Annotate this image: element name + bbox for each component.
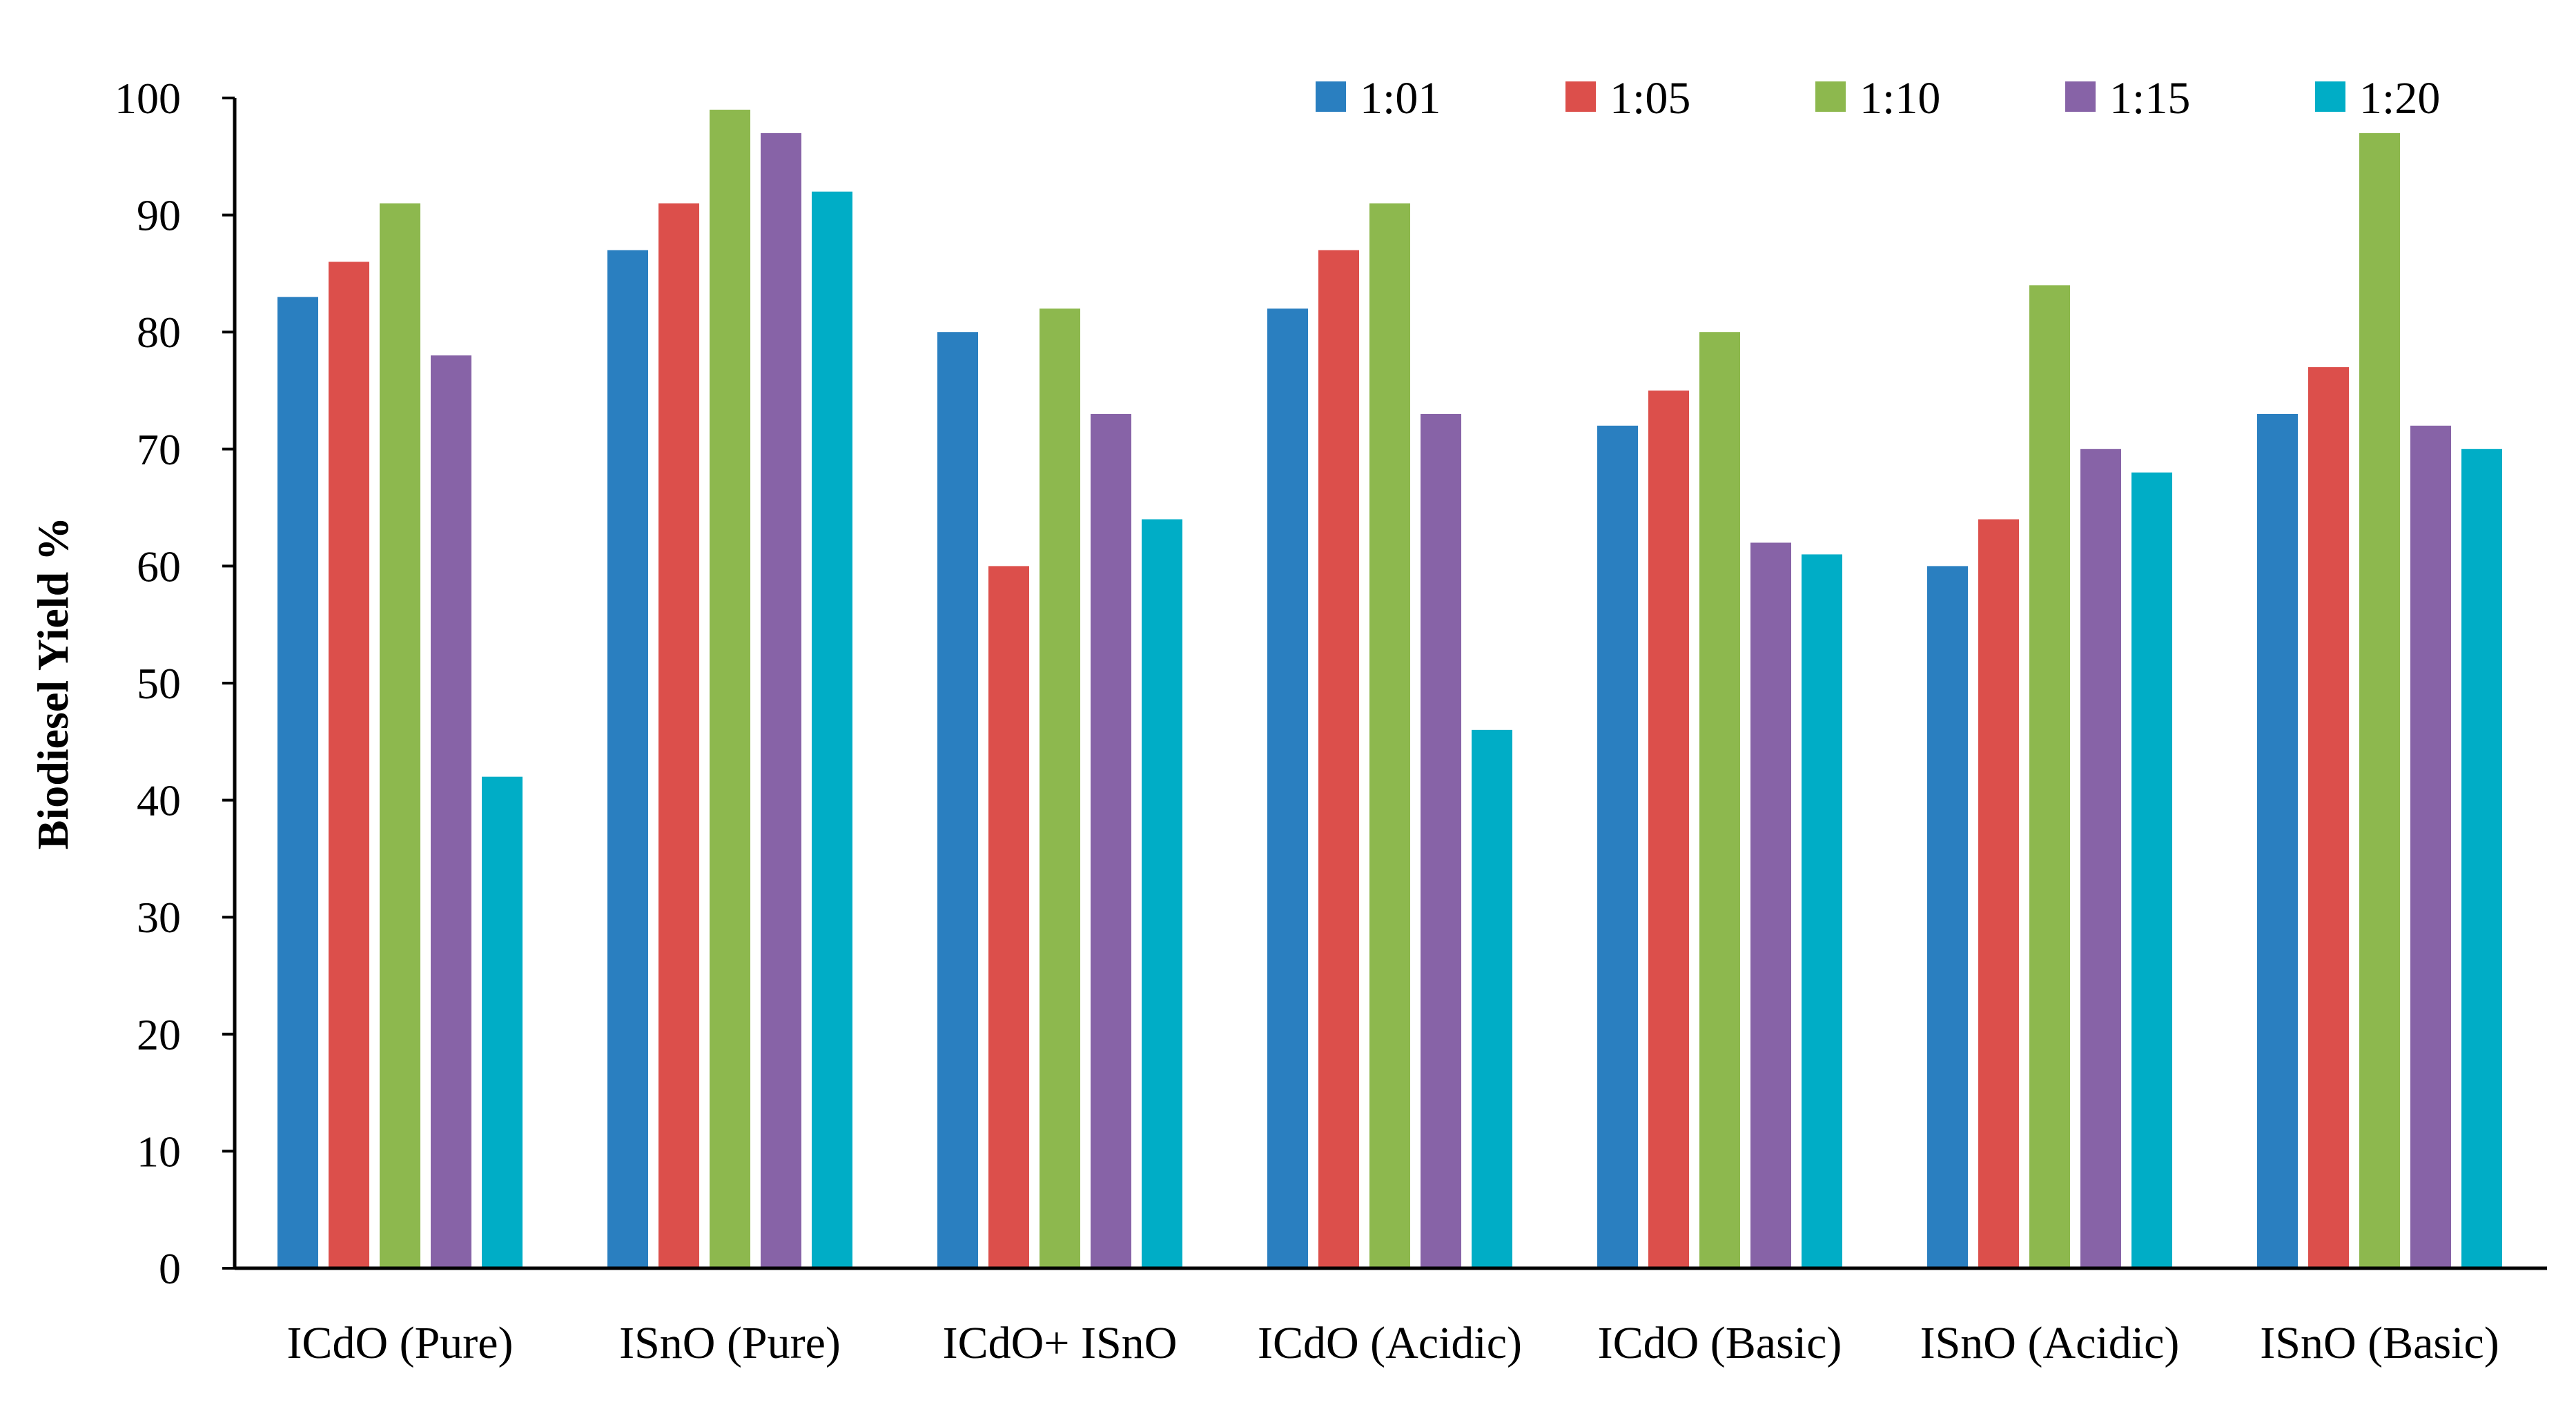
bar-1-01-6 [2257,413,2298,1269]
y-tick-label: 50 [137,659,181,708]
bar-1-05-4 [1648,391,1689,1268]
bars-layer [277,109,2502,1269]
bar-1-20-0 [482,776,523,1268]
bar-1-01-4 [1597,425,1638,1268]
bar-1-01-0 [277,297,318,1268]
y-axis-title: Biodiesel Yield % [28,517,77,849]
x-category-label: ICdO (Pure) [286,1318,513,1368]
x-category-label: ICdO (Basic) [1598,1318,1842,1368]
x-category-label: ICdO+ ISnO [943,1318,1178,1368]
bar-1-05-6 [2308,367,2349,1268]
legend-swatch-1-01 [1316,81,1346,112]
bar-1-05-3 [1318,250,1359,1269]
y-tick-label: 10 [137,1127,181,1176]
y-tick-label: 80 [137,308,181,357]
y-ticks-layer: 0 10 20 30 40 50 60 70 80 90 100 [115,74,235,1293]
bar-1-01-1 [607,250,648,1269]
bar-1-10-4 [1699,332,1740,1269]
bar-1-05-1 [658,203,699,1268]
bar-1-05-5 [1978,519,2019,1268]
x-category-label: ICdO (Acidic) [1258,1318,1522,1368]
x-category-label: ISnO (Pure) [619,1318,841,1368]
bar-1-05-2 [988,566,1029,1268]
legend-swatch-1-10 [1815,81,1846,112]
bar-1-15-1 [761,132,801,1268]
legend-label: 1:05 [1610,73,1690,124]
legend-swatch-1-05 [1565,81,1596,112]
x-labels-layer: ICdO (Pure) ISnO (Pure) ICdO+ ISnO ICdO (Ac… [286,1318,2499,1368]
bar-1-20-3 [1472,729,1512,1268]
bar-1-01-3 [1267,308,1308,1268]
bar-1-15-3 [1421,413,1461,1269]
legend-label: 1:15 [2109,73,2190,124]
bar-1-05-0 [329,262,369,1269]
y-tick-label: 0 [159,1244,181,1293]
y-tick-label: 40 [137,776,181,825]
y-tick-label: 90 [137,191,181,240]
bar-1-10-2 [1040,308,1080,1268]
bar-1-15-6 [2410,425,2451,1268]
legend-swatch-1-20 [2315,81,2345,112]
y-tick-label: 30 [137,893,181,942]
y-tick-label: 20 [137,1010,181,1059]
bar-1-20-1 [812,191,852,1269]
bar-1-10-0 [380,203,420,1268]
legend-swatch-1-15 [2065,81,2096,112]
bar-1-10-1 [710,109,750,1269]
y-tick-label: 100 [115,74,181,123]
bar-1-01-2 [937,332,978,1269]
bar-1-10-3 [1369,203,1410,1268]
bar-1-20-5 [2131,472,2172,1268]
y-tick-label: 70 [137,425,181,474]
y-tick-label: 60 [137,542,181,591]
bar-1-01-5 [1927,566,1968,1268]
bar-1-20-2 [1142,519,1182,1268]
bar-1-10-5 [2029,285,2070,1268]
x-category-label: ISnO (Basic) [2260,1318,2499,1368]
x-category-label: ISnO (Acidic) [1920,1318,2180,1368]
legend-label: 1:10 [1860,73,1940,124]
bar-1-15-2 [1091,413,1131,1269]
bar-1-15-4 [1750,542,1791,1268]
legend-label: 1:20 [2359,73,2440,124]
legend: 1:01 1:05 1:10 1:15 1:20 [1316,73,2440,124]
bar-1-10-6 [2359,132,2400,1268]
bar-1-15-0 [431,355,471,1268]
legend-label: 1:01 [1360,73,1441,124]
bar-1-20-4 [1802,554,1842,1269]
bar-1-20-6 [2461,449,2502,1268]
bar-1-15-5 [2080,449,2121,1268]
